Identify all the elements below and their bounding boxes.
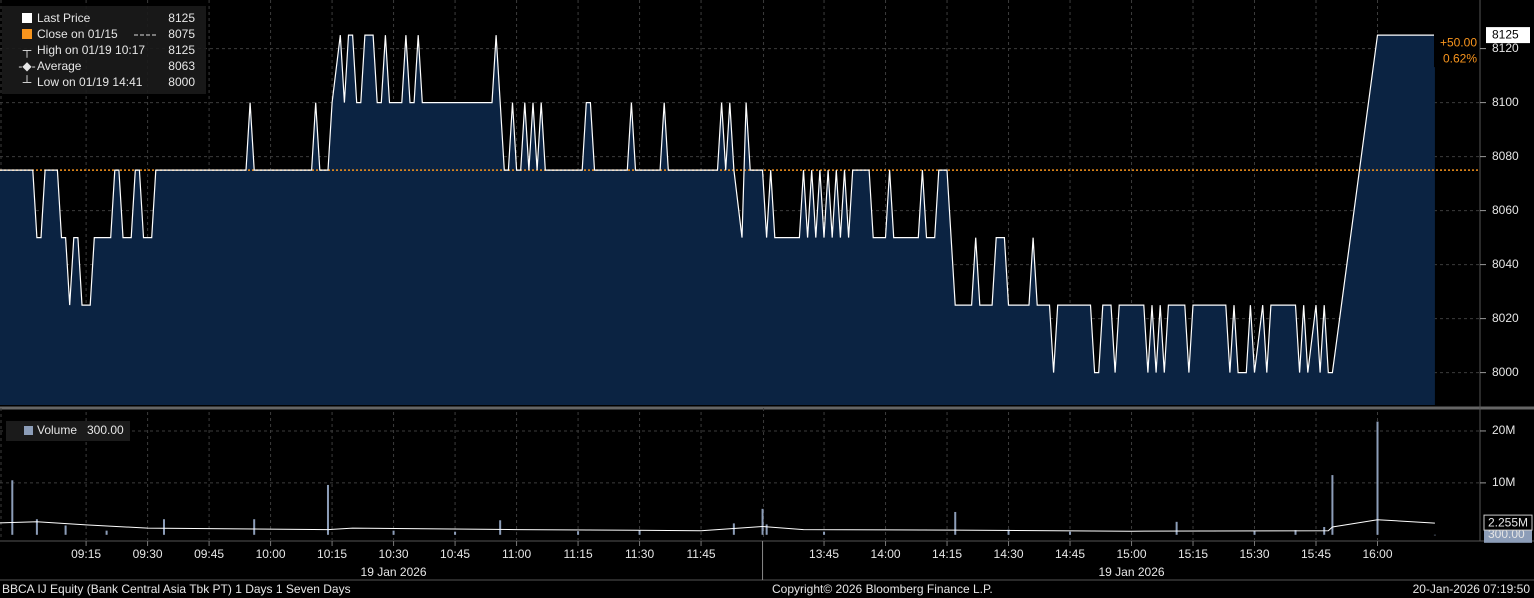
legend-value: 8075: [168, 27, 195, 41]
volume-bar: [954, 511, 957, 535]
legend-label: Volume: [37, 423, 77, 437]
legend-label: Low on 01/19 14:41: [37, 75, 143, 89]
last-volume-tag: [1484, 526, 1532, 543]
x-tick-label: 09:45: [194, 547, 224, 561]
y-tick-label: 8100: [1492, 95, 1519, 109]
last-price-label: 8125: [1492, 27, 1519, 41]
x-tick-label: 15:45: [1301, 547, 1331, 561]
x-tick-label: 14:00: [871, 547, 901, 561]
legend-symbol: ┴: [22, 75, 32, 89]
price-line: [0, 34, 1435, 374]
footer-security: BBCA IJ Equity (Bank Central Asia Tbk PT…: [2, 582, 351, 596]
y-tick-label: 8120: [1492, 41, 1519, 55]
date-label: 19 Jan 2026: [1098, 565, 1164, 579]
volume-bar: [454, 531, 457, 535]
volume-bar: [761, 508, 764, 535]
legend-swatch: [22, 13, 32, 23]
volume-bar: [105, 530, 108, 535]
legend-label: High on 01/19 10:17: [37, 43, 145, 57]
legend-label: Close on 01/15: [37, 27, 118, 41]
volume-bar: [638, 530, 641, 535]
legend-value: 8125: [168, 11, 195, 25]
volume-bar: [1331, 475, 1334, 535]
volume-bar: [1069, 531, 1072, 535]
x-tick-label: 11:15: [563, 547, 592, 561]
x-tick-label: 09:30: [133, 547, 163, 561]
last-price-tag: [1486, 27, 1530, 44]
volume-bar: [732, 523, 735, 535]
x-tick-label: 10:45: [440, 547, 470, 561]
legend-symbol: -◆-: [18, 59, 35, 73]
change-label: +50.00: [1440, 35, 1477, 49]
x-tick-label: 11:30: [625, 547, 654, 561]
x-tick-label: 16:00: [1362, 547, 1392, 561]
volume-bar: [35, 519, 38, 535]
y-tick-label: 8080: [1492, 149, 1519, 163]
x-tick-label: 15:00: [1117, 547, 1147, 561]
x-tick-label: 14:30: [994, 547, 1024, 561]
x-tick-label: 11:00: [502, 547, 531, 561]
legend: Last Price Close on 01/15 ┬ -◆- ┴ High o…: [2, 6, 206, 94]
y-tick-label: 8000: [1492, 365, 1519, 379]
legend-swatch: [24, 426, 33, 435]
y-tick-label: 8040: [1492, 257, 1519, 271]
legend-value: 300.00: [87, 423, 124, 437]
volume-bar: [11, 480, 14, 535]
legend-label: Last Price: [37, 11, 91, 25]
legend-value: 8000: [168, 75, 195, 89]
legend-box: [2, 6, 206, 94]
x-tick-label: 11:45: [686, 547, 715, 561]
x-tick-label: 09:15: [71, 547, 101, 561]
price-area: [0, 35, 1435, 405]
volume-bar: [1253, 531, 1256, 535]
volume-bar: [162, 519, 165, 535]
footer-timestamp: 20-Jan-2026 07:19:50: [1413, 582, 1531, 596]
volume-bar: [1294, 530, 1297, 535]
volume-bar: [823, 531, 826, 535]
y-tick-label: 20M: [1492, 423, 1515, 437]
legend-swatch: [22, 29, 32, 39]
x-tick-label: 14:45: [1055, 547, 1085, 561]
volume-bar: [1376, 421, 1379, 535]
legend-value: 8063: [168, 59, 195, 73]
y-tick-label: 8020: [1492, 311, 1519, 325]
x-tick-label: 15:15: [1178, 547, 1208, 561]
volume-bar: [326, 484, 329, 535]
average-label: 2.255M: [1488, 515, 1528, 529]
volume-bar: [765, 524, 768, 535]
x-tick-label: 10:00: [256, 547, 286, 561]
volume-average-line: [0, 519, 1435, 532]
legend-box: [6, 421, 130, 441]
average-tag: [1483, 514, 1533, 531]
x-tick-label: 10:30: [379, 547, 409, 561]
volume-bar: [253, 519, 256, 535]
x-tick-label: 13:45: [809, 547, 839, 561]
change-pct-label: 0.62%: [1443, 51, 1477, 65]
change-box: [1434, 33, 1479, 68]
legend-symbol: ┬: [22, 43, 32, 58]
volume-bar: [392, 530, 395, 535]
y-tick-label: 10M: [1492, 475, 1515, 489]
x-tick-label: 10:15: [317, 547, 347, 561]
x-tick-label: 15:30: [1239, 547, 1269, 561]
volume-bar: [1175, 521, 1178, 535]
date-label: 19 Jan 2026: [361, 565, 427, 579]
volume-bar: [64, 525, 67, 535]
volume-legend: Volume 300.00: [6, 421, 130, 441]
volume-bar: [577, 531, 580, 535]
volume-bar: [1433, 534, 1436, 536]
x-tick-label: 14:15: [932, 547, 962, 561]
volume-bar: [499, 520, 502, 535]
footer-copyright: Copyright© 2026 Bloomberg Finance L.P.: [772, 582, 993, 596]
legend-value: 8125: [168, 43, 195, 57]
legend-label: Average: [37, 59, 82, 73]
volume-bar: [1007, 529, 1010, 535]
y-tick-label: 8060: [1492, 203, 1519, 217]
